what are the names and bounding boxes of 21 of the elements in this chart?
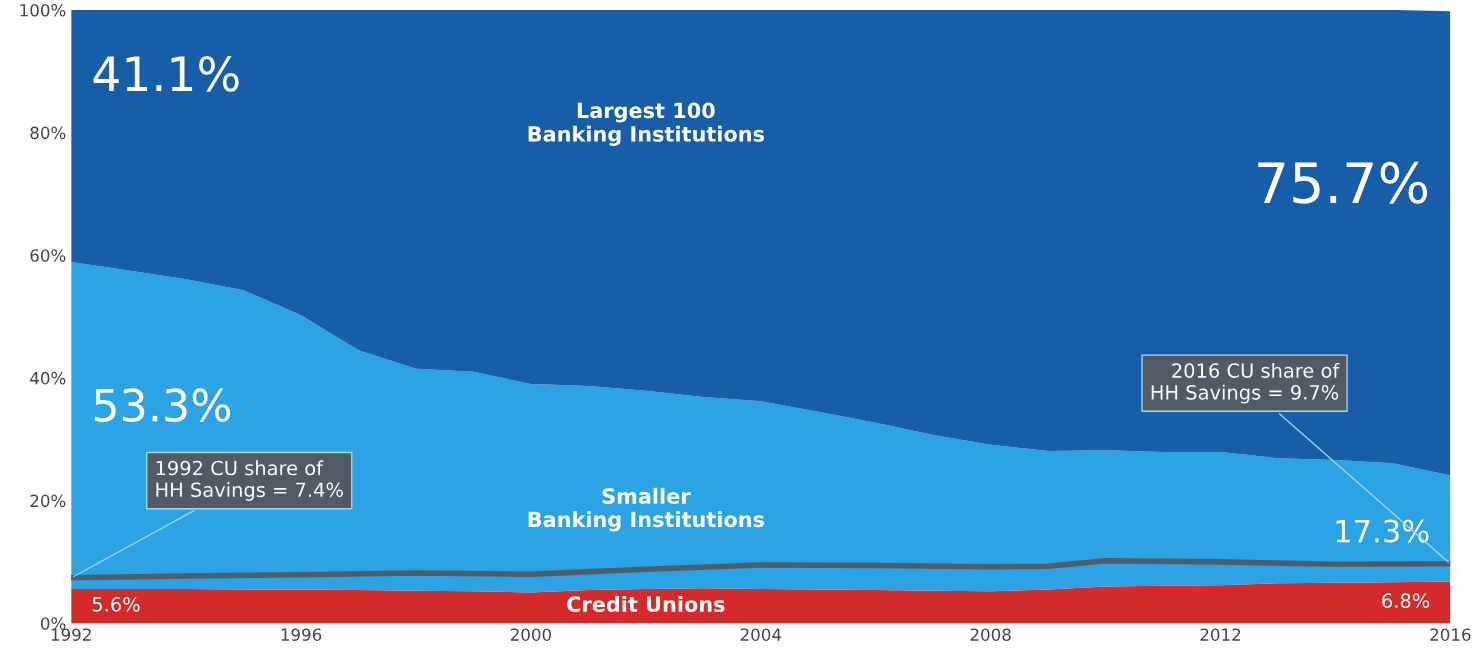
y-tick-label: 40% — [30, 371, 66, 385]
y-tick-label: 20% — [30, 494, 66, 508]
data-label: 41.1% — [93, 55, 239, 92]
data-label: 75.7% — [1258, 161, 1428, 204]
x-tick-label: 1992 — [51, 628, 91, 641]
x-tick-label: 2000 — [510, 628, 552, 641]
y-tick-label: 80% — [30, 126, 66, 140]
data-label: 17.3% — [1336, 519, 1429, 543]
x-tick-label: 2008 — [970, 628, 1011, 641]
series-label: Smaller Banking Institutions — [528, 487, 764, 532]
data-label: 53.3% — [94, 388, 231, 422]
x-tick-label: 1996 — [281, 628, 322, 641]
annotation: 1992 CU share of HH Savings = 7.4% — [156, 460, 343, 501]
series-label: Largest 100 Banking Institutions — [528, 102, 764, 147]
x-tick-label: 2016 — [1430, 628, 1471, 641]
y-tick-label: 60% — [30, 249, 66, 262]
annotation: 2016 CU share of HH Savings = 9.7% — [1151, 362, 1340, 404]
y-tick-label: 0% — [40, 617, 66, 630]
x-tick-label: 2012 — [1200, 628, 1241, 641]
y-tick-label: 100% — [20, 3, 66, 17]
x-tick-label: 2004 — [740, 628, 782, 641]
